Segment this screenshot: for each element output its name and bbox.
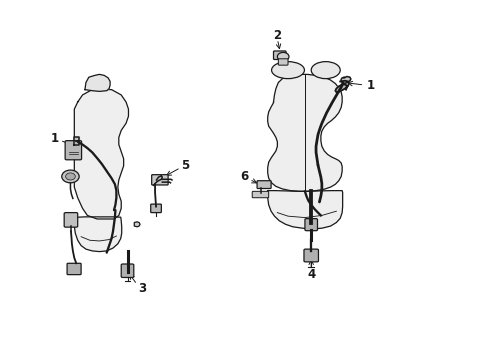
Circle shape [277,53,288,61]
Polygon shape [74,217,122,252]
Polygon shape [74,138,79,145]
FancyBboxPatch shape [304,249,318,262]
FancyBboxPatch shape [278,59,287,65]
Text: 1: 1 [51,132,59,145]
FancyBboxPatch shape [305,219,317,231]
FancyBboxPatch shape [151,175,168,185]
FancyBboxPatch shape [65,141,81,160]
FancyBboxPatch shape [257,181,270,189]
Polygon shape [85,75,110,91]
Text: 3: 3 [138,282,146,294]
Text: 1: 1 [366,78,374,91]
Text: 6: 6 [240,170,248,183]
FancyBboxPatch shape [64,213,78,227]
Text: 2: 2 [273,29,281,42]
Circle shape [61,170,79,183]
Polygon shape [267,75,342,192]
Ellipse shape [271,62,304,78]
Polygon shape [341,77,350,84]
FancyBboxPatch shape [150,204,161,213]
Polygon shape [335,81,348,92]
FancyBboxPatch shape [252,192,268,198]
Text: 4: 4 [306,269,315,282]
Polygon shape [134,222,140,227]
FancyBboxPatch shape [273,51,285,59]
Text: 5: 5 [181,159,189,172]
Polygon shape [74,90,128,219]
Circle shape [65,173,75,180]
FancyBboxPatch shape [67,263,81,275]
FancyBboxPatch shape [121,264,134,278]
Ellipse shape [310,62,340,78]
Polygon shape [267,191,342,229]
